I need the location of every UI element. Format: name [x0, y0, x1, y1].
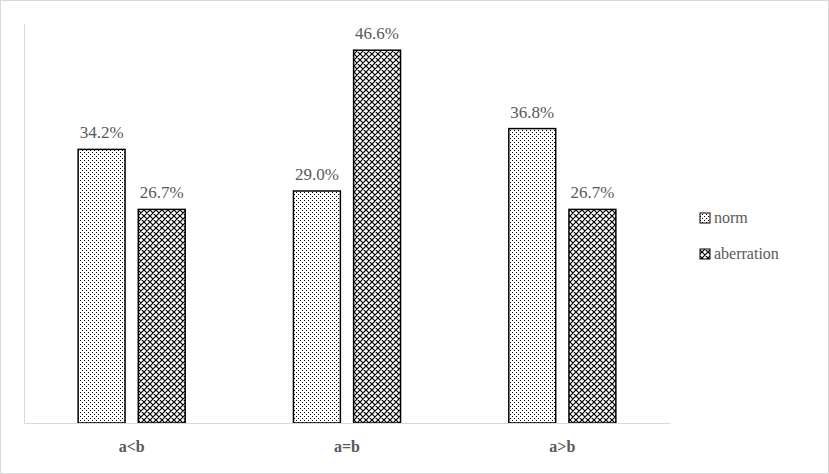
- chart: a<b a=b a>b 34.2% 29.0% 36.8% 26.7% 46.6% 26.7% n…: [0, 0, 829, 474]
- data-label: 36.8%: [510, 103, 554, 122]
- x-tick: a>b: [549, 423, 575, 455]
- legend-swatch: [700, 213, 710, 223]
- chart-frame: [1, 1, 829, 474]
- legend-swatch: [700, 249, 710, 259]
- legend-label: aberration: [714, 245, 779, 262]
- x-axis: a<b a=b a>b: [25, 423, 671, 455]
- data-label: 29.0%: [295, 165, 339, 184]
- x-tick: a=b: [334, 423, 360, 455]
- x-axis-line: [25, 423, 671, 424]
- bar: [509, 129, 556, 423]
- bars: [78, 50, 616, 423]
- legend: norm aberration: [700, 209, 779, 262]
- y-axis: [24, 24, 25, 424]
- data-label: 46.6%: [355, 24, 399, 43]
- x-tick-label: a=b: [334, 438, 360, 455]
- data-label: 26.7%: [570, 183, 614, 202]
- data-label: 26.7%: [140, 183, 184, 202]
- x-tick-label: a<b: [119, 438, 145, 455]
- bar: [138, 209, 185, 423]
- data-labels: 34.2% 29.0% 36.8% 26.7% 46.6% 26.7%: [80, 24, 615, 202]
- bar: [78, 149, 125, 423]
- bar: [569, 209, 616, 423]
- bar: [354, 50, 401, 423]
- x-tick: a<b: [119, 423, 145, 455]
- x-tick-label: a>b: [549, 438, 575, 455]
- legend-label: norm: [714, 209, 748, 226]
- data-label: 34.2%: [80, 123, 124, 142]
- bar: [293, 191, 340, 423]
- y-axis-line: [24, 24, 25, 424]
